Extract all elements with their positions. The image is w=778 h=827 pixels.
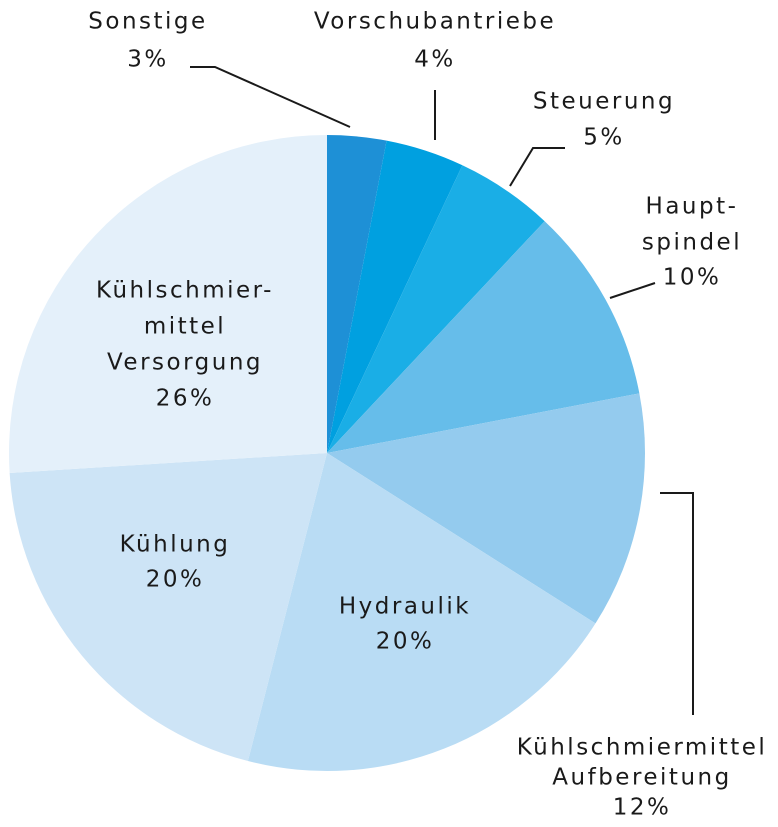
pie-slice [327, 165, 545, 453]
slice-label: Versorgung [107, 350, 263, 376]
pie-slice [8, 135, 327, 473]
slice-label: Sonstige [88, 9, 207, 35]
value-label: 3% [127, 47, 169, 73]
leader-line [509, 147, 565, 187]
pie-slice [247, 453, 596, 771]
pie-slice [327, 140, 463, 453]
slice-label: Steuerung [533, 89, 675, 115]
value-label: 4% [414, 47, 456, 73]
slice-label: spindel [642, 230, 742, 256]
slice-label: mittel [144, 314, 226, 340]
slice-label: Vorschubantriebe [314, 9, 556, 35]
value-label: 10% [663, 265, 722, 291]
leader-line [190, 66, 351, 128]
value-label: 26% [156, 386, 215, 412]
slice-label: Kühlschmier- [96, 278, 274, 304]
leader-line [609, 282, 656, 299]
slice-label: Kühlung [120, 532, 231, 558]
pie-slice [327, 393, 646, 624]
value-label: 20% [376, 629, 435, 655]
pie-slice [327, 221, 640, 453]
value-label: 5% [583, 125, 625, 151]
slice-label: Hydraulik [339, 594, 471, 620]
pie-slice [327, 135, 387, 453]
value-label: 12% [613, 795, 672, 821]
value-label: 20% [146, 567, 205, 593]
slice-label: Haupt- [646, 194, 739, 220]
slice-label: Aufbereitung [552, 765, 731, 791]
pie-slice [9, 453, 327, 762]
slices [8, 135, 646, 771]
slice-label: Kühlschmiermittel [517, 735, 768, 761]
leader-line [660, 492, 694, 715]
